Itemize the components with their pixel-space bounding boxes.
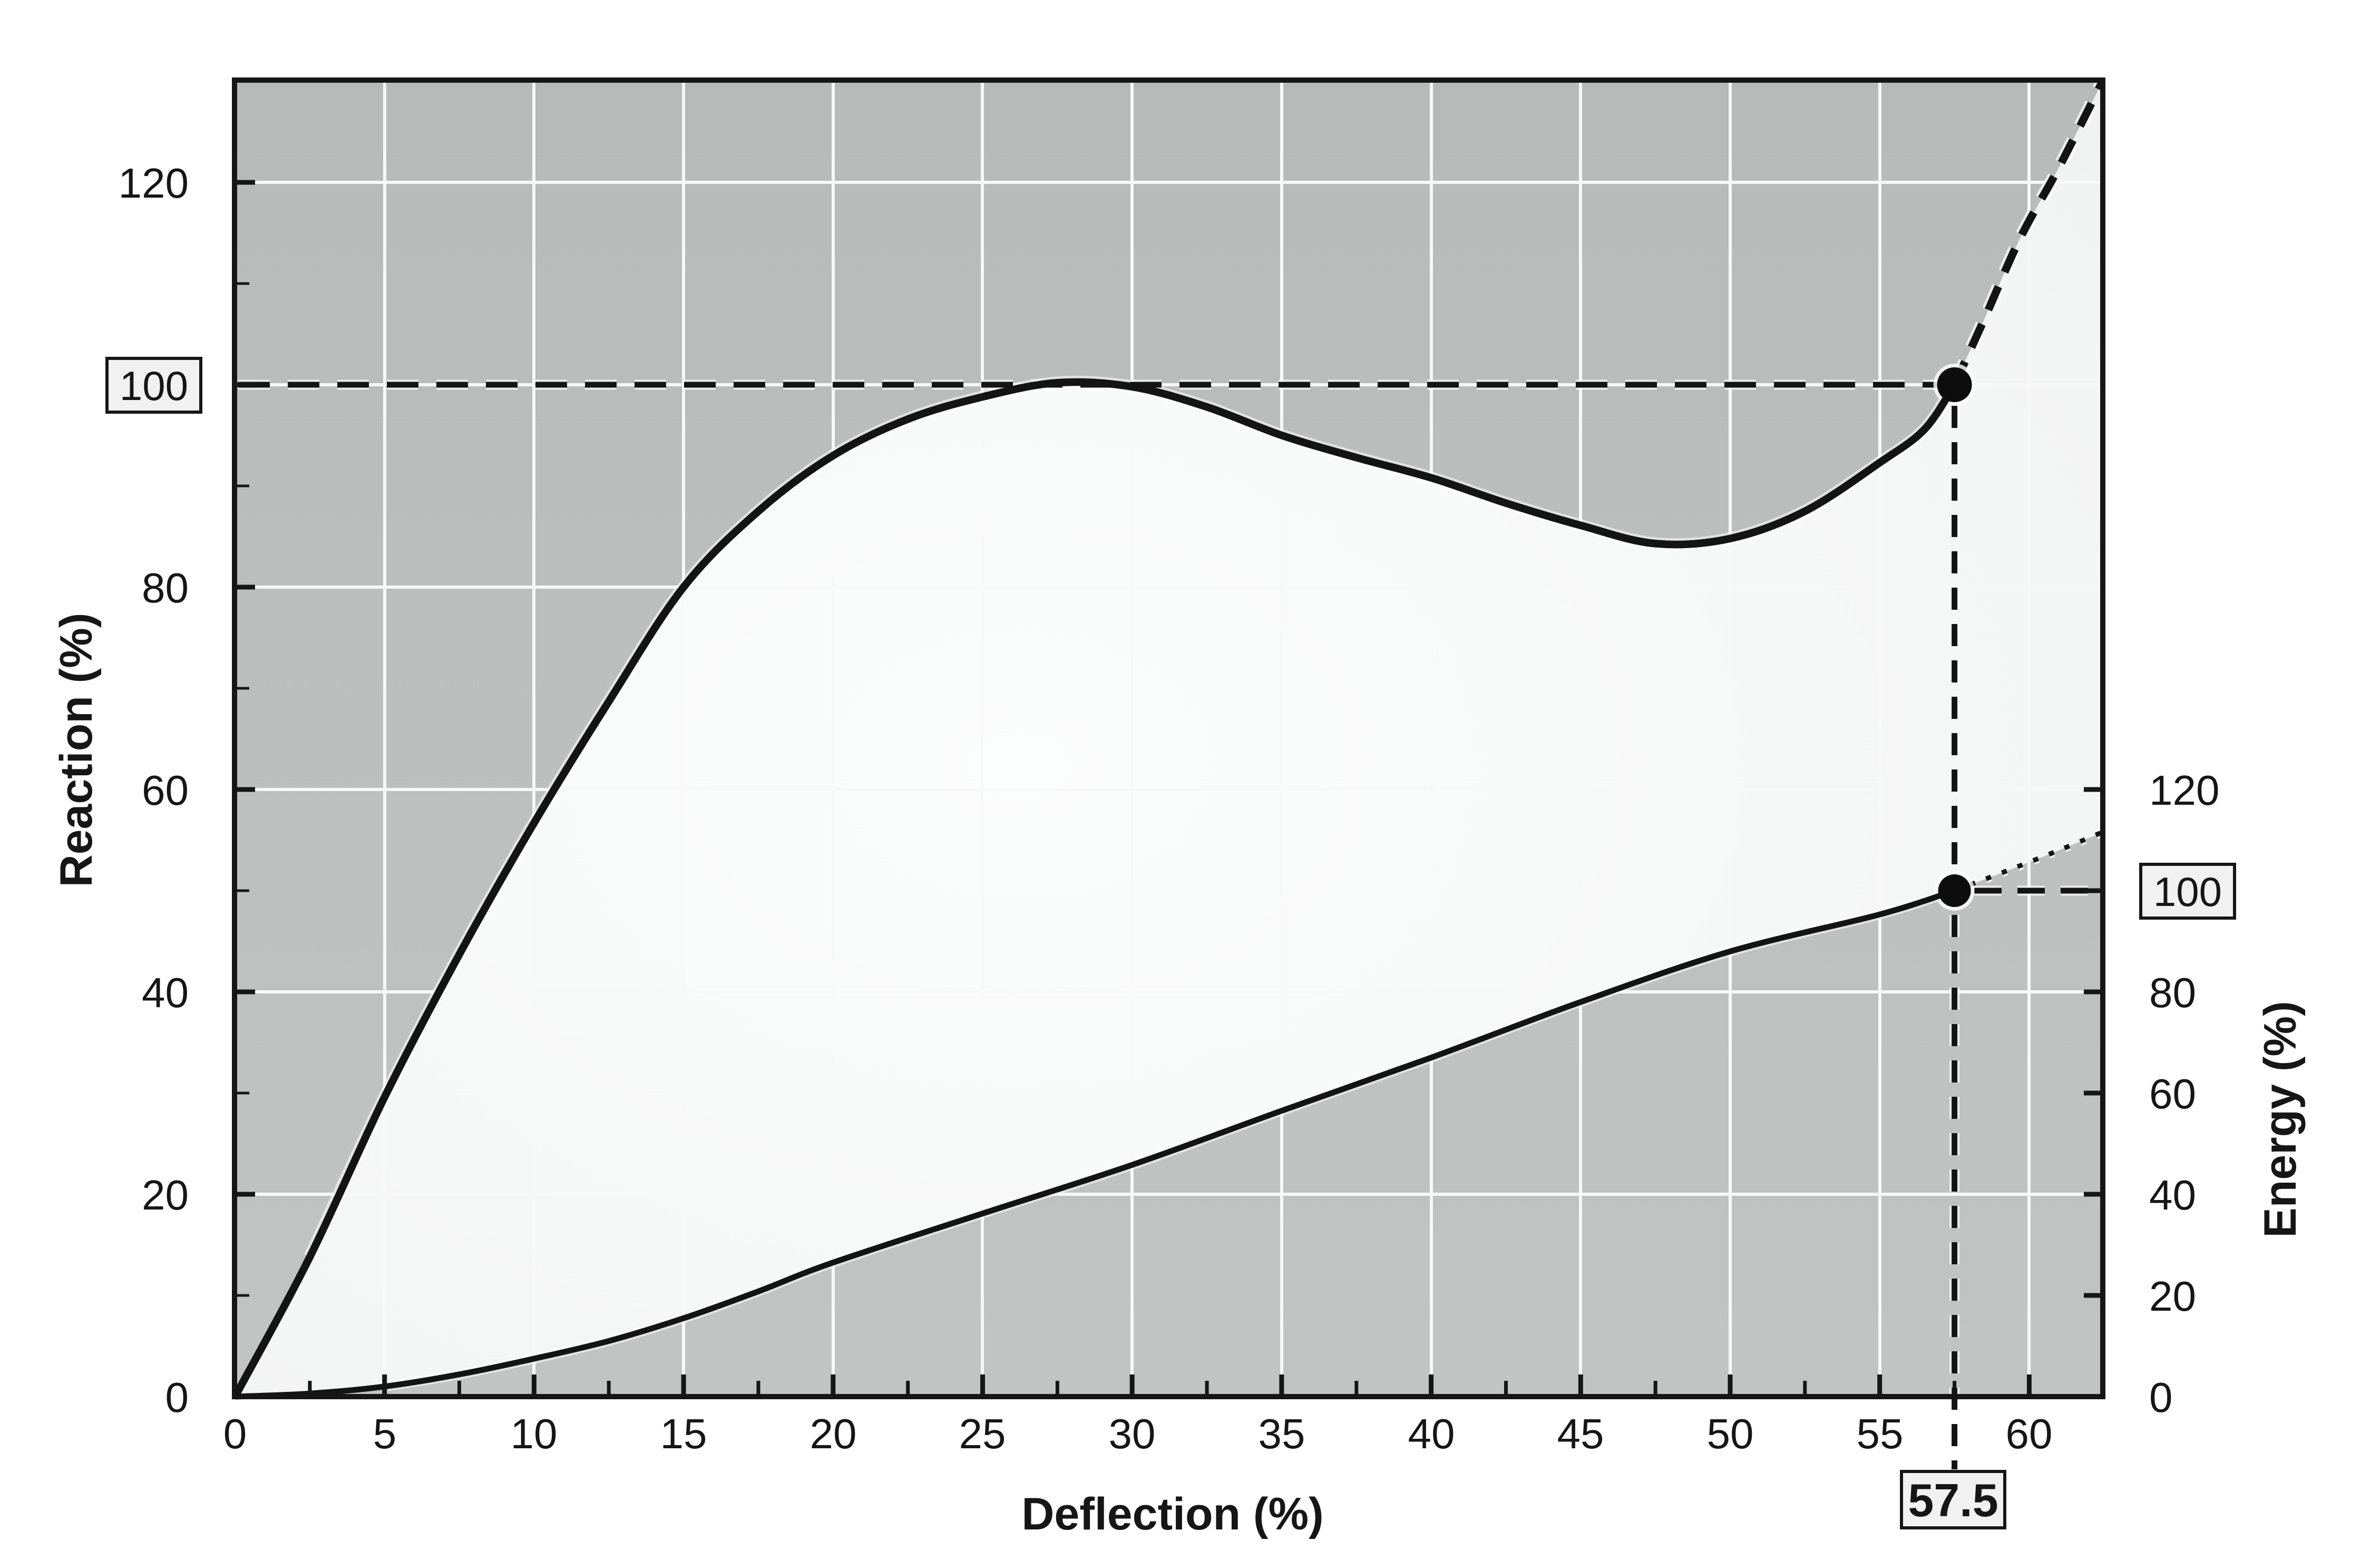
svg-text:40: 40 — [2149, 1172, 2196, 1218]
svg-text:80: 80 — [2149, 969, 2196, 1016]
svg-text:40: 40 — [142, 969, 189, 1016]
svg-text:15: 15 — [660, 1410, 707, 1457]
svg-text:30: 30 — [1109, 1410, 1156, 1457]
svg-text:0: 0 — [2149, 1374, 2173, 1421]
svg-text:120: 120 — [2149, 767, 2219, 814]
svg-text:20: 20 — [142, 1172, 189, 1218]
svg-text:55: 55 — [1857, 1410, 1904, 1457]
svg-text:20: 20 — [810, 1410, 857, 1457]
svg-text:45: 45 — [1557, 1410, 1604, 1457]
svg-text:100: 100 — [120, 363, 188, 409]
svg-text:0: 0 — [223, 1410, 247, 1457]
svg-text:10: 10 — [511, 1410, 558, 1457]
svg-text:40: 40 — [1408, 1410, 1455, 1457]
svg-text:60: 60 — [142, 767, 189, 814]
svg-text:120: 120 — [119, 160, 189, 207]
svg-text:60: 60 — [2006, 1410, 2053, 1457]
svg-text:50: 50 — [1707, 1410, 1754, 1457]
svg-text:5: 5 — [373, 1410, 397, 1457]
svg-text:35: 35 — [1259, 1410, 1305, 1457]
svg-text:25: 25 — [959, 1410, 1006, 1457]
svg-text:60: 60 — [2149, 1070, 2196, 1117]
svg-text:0: 0 — [165, 1374, 189, 1421]
svg-text:Energy (%): Energy (%) — [2255, 1001, 2306, 1237]
svg-text:Deflection (%): Deflection (%) — [1021, 1489, 1323, 1539]
svg-text:100: 100 — [2153, 869, 2222, 915]
svg-text:57.5: 57.5 — [1908, 1474, 1998, 1526]
svg-text:80: 80 — [142, 564, 189, 611]
svg-text:Reaction (%): Reaction (%) — [51, 613, 102, 888]
svg-text:20: 20 — [2149, 1273, 2196, 1320]
